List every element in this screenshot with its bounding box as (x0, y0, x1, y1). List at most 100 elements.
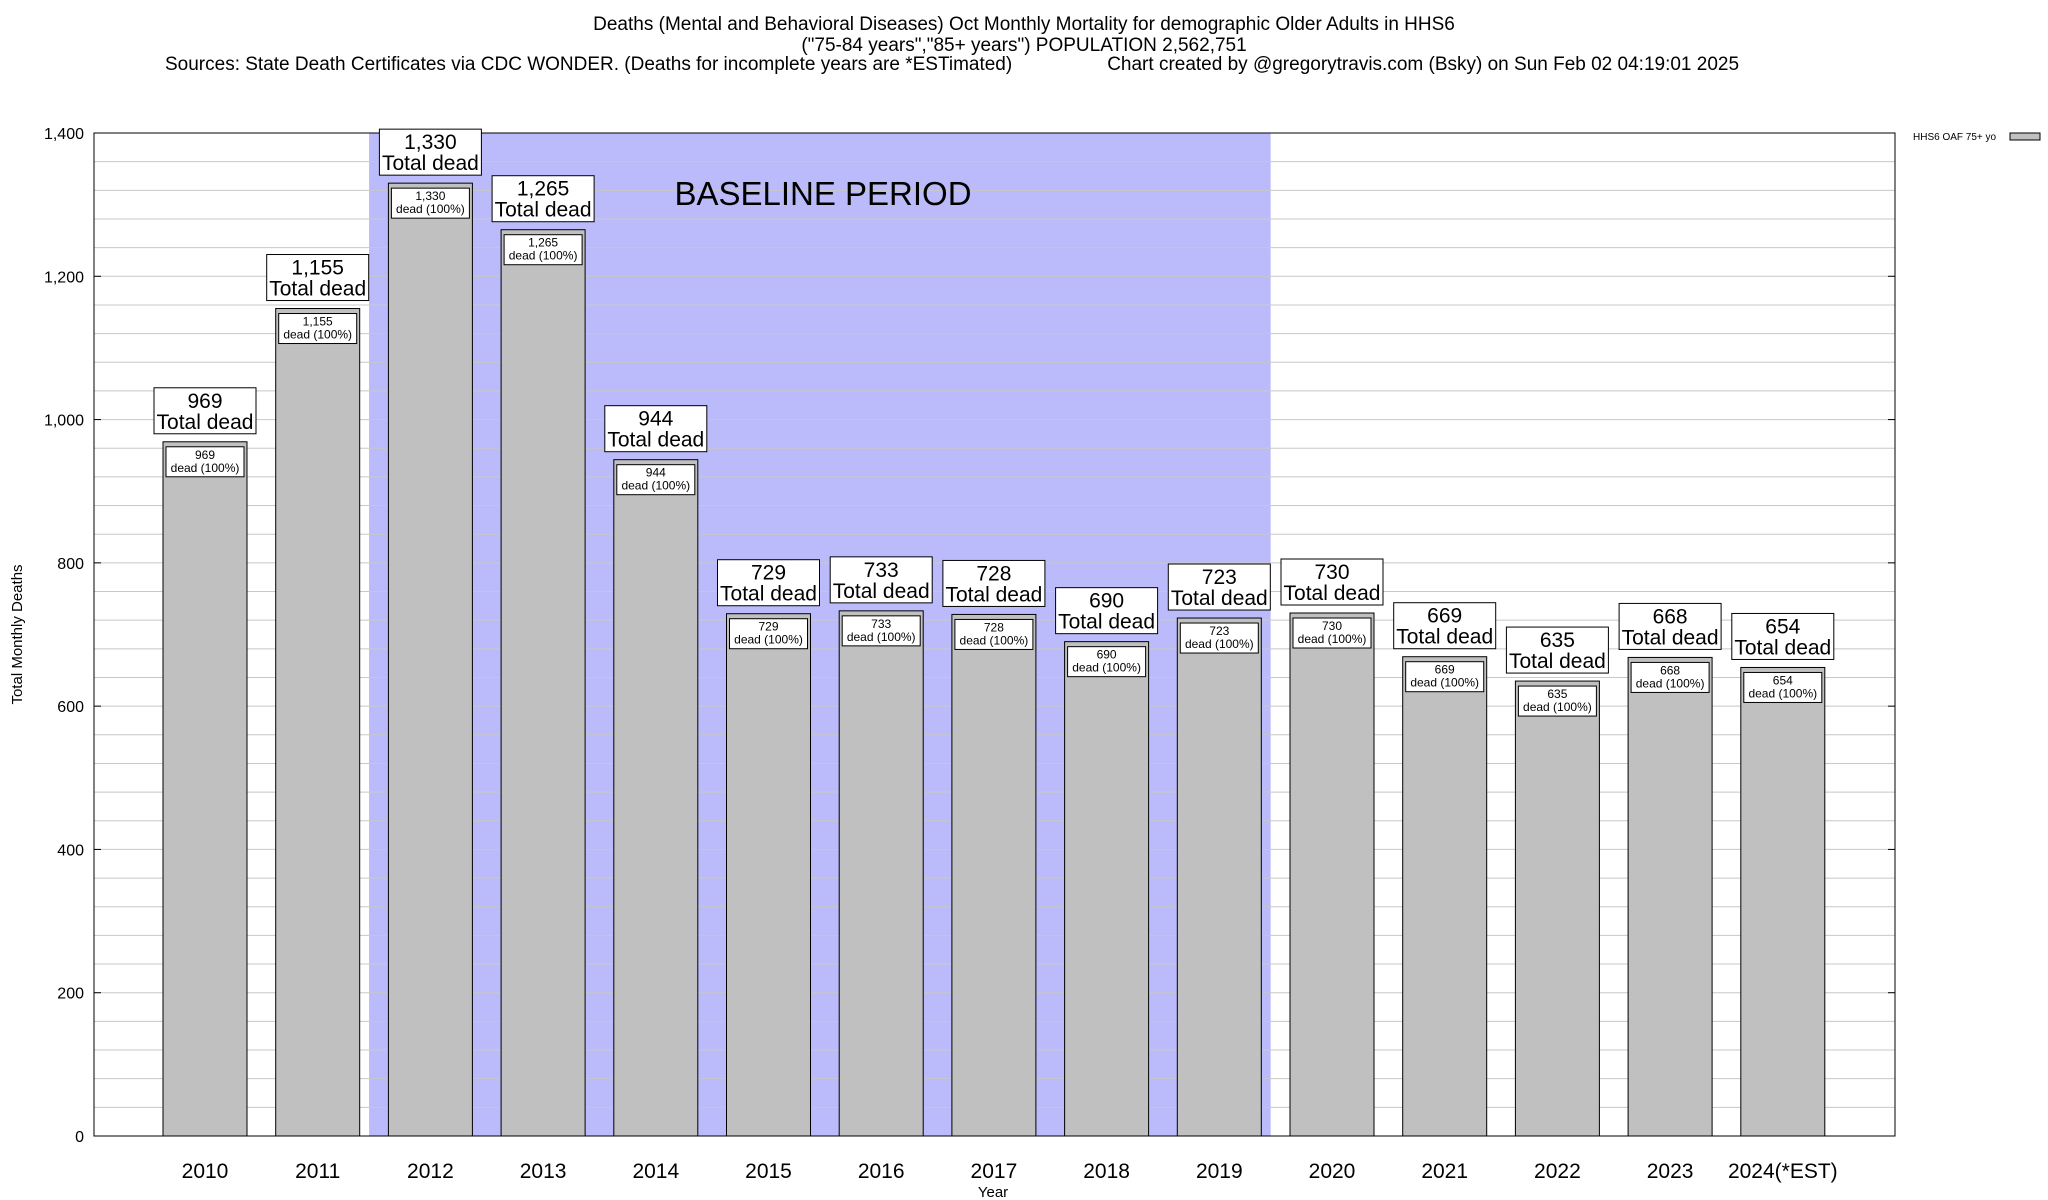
total-label-text: Total dead (157, 411, 254, 434)
inner-label-text: dead (100%) (283, 328, 352, 342)
inner-label-box (1067, 646, 1147, 678)
y-tick-label: 600 (57, 699, 84, 716)
y-tick-label: 1,200 (44, 269, 84, 286)
legend-label: HHS6 OAF 75+ yo (1913, 132, 1997, 143)
total-label-text: Total dead (495, 199, 592, 222)
total-label-text: Total dead (945, 583, 1042, 606)
credit-text: Chart created by @gregorytravis.com (Bsk… (1107, 54, 1740, 75)
x-tick-label: 2020 (1309, 1160, 1356, 1183)
total-label-box (1618, 602, 1722, 650)
inner-label-text: dead (100%) (621, 479, 690, 493)
inner-label-text: dead (100%) (1523, 700, 1592, 714)
total-label-box (1731, 612, 1835, 660)
y-axis-label: Total Monthly Deaths (9, 564, 26, 704)
sources-line: Sources: State Death Certificates via CD… (165, 54, 1739, 76)
x-tick-label: 2012 (407, 1160, 454, 1183)
inner-label-value: 969 (195, 448, 215, 462)
bar (951, 613, 1037, 1137)
total-label-text: Total dead (1171, 587, 1268, 610)
total-label-box (1280, 558, 1384, 606)
y-tick-label: 0 (75, 1129, 84, 1146)
total-label-text: Total dead (1509, 650, 1606, 673)
chart-title: Deaths (Mental and Behavioral Diseases) … (0, 14, 2048, 56)
inner-label-text: dead (100%) (960, 633, 1029, 647)
total-label-value: 733 (864, 559, 899, 582)
bar (275, 308, 361, 1137)
bar (1627, 656, 1713, 1137)
total-label-text: Total dead (833, 580, 930, 603)
inner-label-box (841, 615, 921, 647)
inner-label-box (1292, 617, 1372, 649)
total-label-box (1393, 602, 1497, 650)
y-tick-label: 200 (57, 986, 84, 1003)
legend-swatch (2009, 132, 2041, 141)
total-label-box (153, 387, 257, 435)
total-label-box (1167, 563, 1271, 611)
inner-label-value: 730 (1322, 619, 1342, 633)
bar (1064, 641, 1150, 1137)
total-label-text: Total dead (720, 583, 817, 606)
total-label-text: Total dead (269, 278, 366, 301)
inner-label-text: dead (100%) (1298, 632, 1367, 646)
inner-label-box (1630, 661, 1710, 693)
total-label-value: 728 (976, 562, 1011, 585)
inner-label-text: dead (100%) (1748, 686, 1817, 700)
inner-label-value: 668 (1660, 663, 1680, 677)
inner-label-box (278, 313, 358, 345)
x-tick-label: 2019 (1196, 1160, 1243, 1183)
total-label-text: Total dead (607, 429, 704, 452)
total-label-box (942, 559, 1046, 607)
inner-label-value: 728 (984, 620, 1004, 634)
bar (1402, 656, 1488, 1137)
total-label-box (266, 254, 370, 302)
bar (500, 229, 586, 1137)
inner-label-text: dead (100%) (1636, 676, 1705, 690)
x-tick-label: 2017 (971, 1160, 1018, 1183)
inner-label-text: dead (100%) (1185, 637, 1254, 651)
total-label-box (829, 556, 933, 604)
y-tick-label: 800 (57, 556, 84, 573)
total-label-value: 1,330 (404, 131, 457, 154)
x-tick-label: 2013 (520, 1160, 567, 1183)
total-label-value: 690 (1089, 590, 1124, 613)
x-tick-label: 2023 (1647, 1160, 1694, 1183)
inner-label-value: 669 (1435, 663, 1455, 677)
y-tick-label: 400 (57, 842, 84, 859)
inner-label-text: dead (100%) (509, 249, 578, 263)
x-tick-label: 2016 (858, 1160, 905, 1183)
inner-label-text: dead (100%) (734, 633, 803, 647)
inner-label-box (729, 618, 808, 650)
inner-label-value: 733 (871, 617, 891, 631)
total-label-value: 669 (1427, 605, 1462, 628)
total-label-text: Total dead (1284, 582, 1381, 605)
total-label-value: 635 (1540, 629, 1575, 652)
total-label-value: 730 (1314, 561, 1349, 584)
inner-label-box (165, 446, 245, 478)
inner-label-text: dead (100%) (396, 202, 465, 216)
inner-label-box (1743, 671, 1823, 703)
bar (726, 613, 811, 1137)
inner-label-value: 1,155 (303, 315, 333, 329)
inner-label-box (1405, 661, 1485, 693)
bar (162, 441, 248, 1137)
inner-label-box (616, 464, 696, 496)
total-label-value: 944 (638, 408, 673, 431)
x-tick-label: 2011 (295, 1160, 340, 1183)
total-label-box (1055, 587, 1159, 635)
x-tick-label: 2014 (632, 1160, 679, 1183)
total-label-box (378, 128, 482, 176)
baseline-label: BASELINE PERIOD (674, 175, 971, 212)
total-label-box (1505, 626, 1609, 674)
inner-label-text: dead (100%) (1410, 676, 1479, 690)
total-label-value: 723 (1202, 566, 1237, 589)
inner-label-box (1179, 622, 1259, 654)
bar (1514, 680, 1600, 1137)
total-label-value: 969 (187, 390, 222, 413)
inner-label-box (1517, 685, 1597, 717)
inner-label-value: 723 (1209, 624, 1229, 638)
total-label-value: 729 (751, 562, 786, 585)
total-label-value: 654 (1765, 615, 1800, 638)
bar (1289, 612, 1375, 1137)
title-line-2: ("75-84 years","85+ years") POPULATION 2… (801, 35, 1247, 56)
